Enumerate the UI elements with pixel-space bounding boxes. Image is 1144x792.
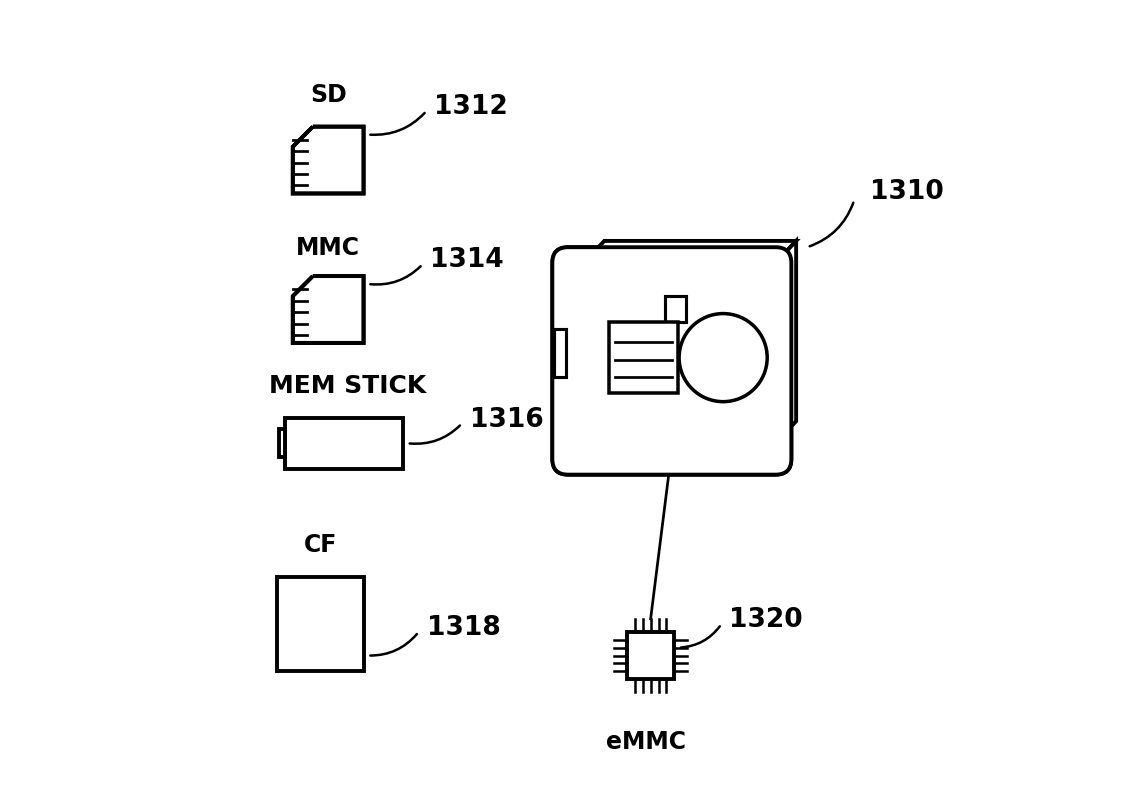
Text: CF: CF [303,533,337,558]
FancyBboxPatch shape [609,322,677,393]
Polygon shape [293,276,364,343]
Polygon shape [285,417,403,469]
Text: 1310: 1310 [869,179,944,205]
FancyBboxPatch shape [277,577,364,672]
Polygon shape [293,127,364,193]
FancyBboxPatch shape [554,329,566,378]
Text: eMMC: eMMC [606,730,686,754]
FancyBboxPatch shape [553,247,792,474]
Text: 1312: 1312 [435,94,508,120]
FancyBboxPatch shape [553,247,792,474]
Text: 1320: 1320 [729,607,803,633]
Polygon shape [776,241,796,444]
Text: 1318: 1318 [427,615,500,641]
Text: 1316: 1316 [470,406,543,432]
Text: 1314: 1314 [430,247,505,273]
FancyBboxPatch shape [627,632,674,679]
Polygon shape [583,241,796,263]
Polygon shape [279,429,285,457]
FancyBboxPatch shape [665,296,685,322]
Text: SD: SD [310,83,347,107]
Text: MEM STICK: MEM STICK [269,374,427,398]
Text: MMC: MMC [296,236,360,261]
